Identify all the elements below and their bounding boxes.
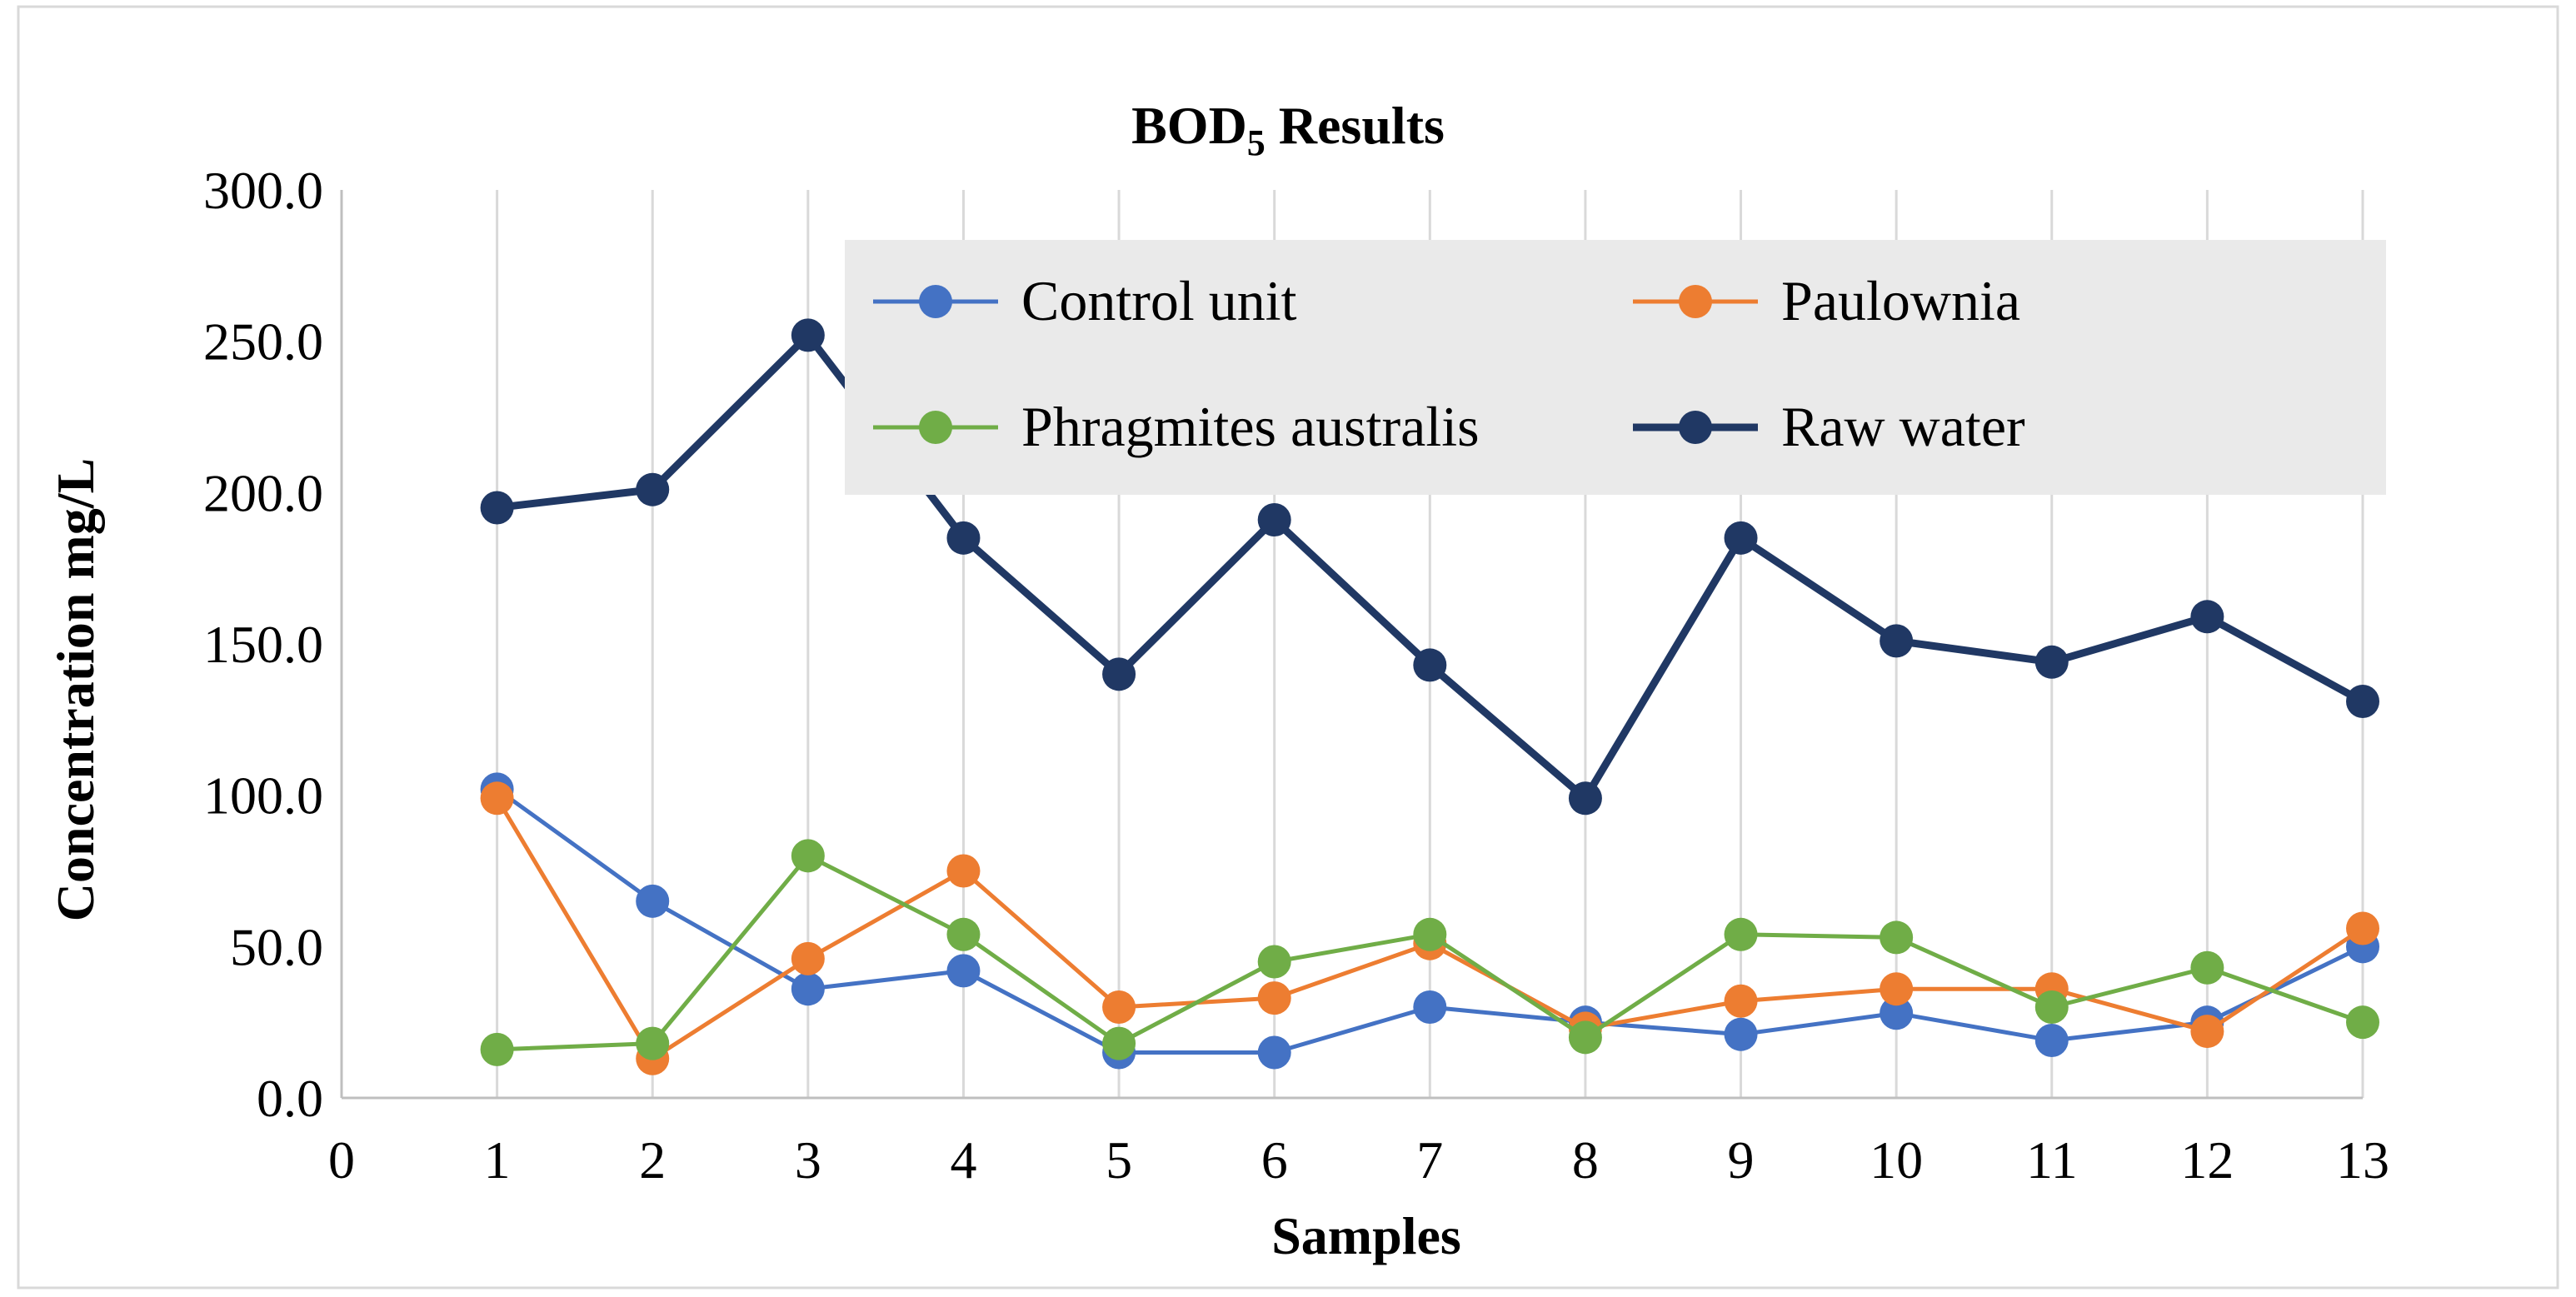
data-point xyxy=(1724,917,1758,951)
data-point xyxy=(2190,950,2224,985)
y-tick-label-300: 300.0 xyxy=(203,161,323,220)
data-point xyxy=(791,839,825,873)
legend-label: Control unit xyxy=(1021,269,1297,332)
data-point xyxy=(946,917,981,951)
data-point xyxy=(791,318,825,352)
data-point xyxy=(1880,624,1914,658)
data-point xyxy=(791,941,825,975)
data-point xyxy=(791,972,825,1006)
y-tick-label-250: 250.0 xyxy=(203,312,323,372)
data-point xyxy=(1880,996,1914,1030)
data-point xyxy=(1102,990,1136,1024)
data-point xyxy=(1257,981,1291,1015)
data-point xyxy=(1257,1035,1291,1070)
data-point xyxy=(480,1032,514,1066)
x-tick-label-5: 5 xyxy=(1106,1130,1132,1190)
x-tick-label-1: 1 xyxy=(484,1130,511,1190)
y-axis-title: Concentration mg/L xyxy=(46,458,105,921)
chart-title: BOD5 Results xyxy=(1131,96,1445,163)
data-point xyxy=(1568,1020,1602,1055)
data-point xyxy=(1413,648,1447,682)
data-point xyxy=(2034,645,2069,679)
legend-marker xyxy=(919,411,952,444)
data-point xyxy=(2034,990,2069,1024)
data-point xyxy=(636,1026,670,1060)
chart-border xyxy=(17,5,2559,1290)
legend-marker xyxy=(1679,411,1712,444)
x-tick-label-4: 4 xyxy=(950,1130,976,1190)
data-point xyxy=(1880,920,1914,955)
data-point xyxy=(1102,1026,1136,1060)
data-point xyxy=(1880,972,1914,1006)
x-tick-label-0: 0 xyxy=(328,1130,355,1190)
y-tick-label-100: 100.0 xyxy=(203,766,323,826)
data-point xyxy=(946,854,981,888)
legend-box xyxy=(845,240,2386,495)
data-point xyxy=(1724,984,1758,1018)
legend-entry-paulownia: Paulownia xyxy=(1633,269,2020,332)
x-tick-label-8: 8 xyxy=(1572,1130,1599,1190)
legend: Control unit Paulownia Phragmites australi… xyxy=(845,240,2386,495)
legend-label: Raw water xyxy=(1781,395,2025,458)
data-point xyxy=(480,781,514,816)
chart-title-suffix: Results xyxy=(1266,96,1445,155)
data-point xyxy=(1413,917,1447,951)
legend-entry-phragmites-australis: Phragmites australis xyxy=(873,395,1480,458)
data-point xyxy=(2034,1023,2069,1057)
legend-entry-control-unit: Control unit xyxy=(873,269,1297,332)
data-point xyxy=(636,884,670,918)
data-point xyxy=(1257,503,1291,537)
data-point xyxy=(2190,600,2224,634)
data-point xyxy=(1413,990,1447,1024)
data-point xyxy=(946,954,981,988)
data-point xyxy=(1568,781,1602,816)
data-point xyxy=(636,472,670,506)
x-tick-label-2: 2 xyxy=(639,1130,666,1190)
x-tick-label-6: 6 xyxy=(1261,1130,1288,1190)
x-tick-label-10: 10 xyxy=(1870,1130,1923,1190)
data-point xyxy=(1724,1017,1758,1051)
x-axis-title: Samples xyxy=(1271,1206,1461,1265)
data-point xyxy=(2346,685,2379,719)
legend-label: Phragmites australis xyxy=(1021,395,1480,458)
series-lines xyxy=(480,318,2379,1075)
series-phragmites-australis xyxy=(480,839,2379,1066)
data-point xyxy=(2190,1015,2224,1049)
legend-marker xyxy=(1679,285,1712,318)
series-raw-water xyxy=(480,318,2379,816)
data-point xyxy=(1102,657,1136,691)
legend-label: Paulownia xyxy=(1781,269,2020,332)
legend-entry-raw-water: Raw water xyxy=(1633,395,2025,458)
data-point xyxy=(2346,1005,2379,1040)
y-tick-label-200: 200.0 xyxy=(203,463,323,522)
y-tick-label-150: 150.0 xyxy=(203,615,323,674)
data-point xyxy=(1257,945,1291,979)
y-tick-label-0: 0.0 xyxy=(257,1069,323,1128)
x-tick-label-9: 9 xyxy=(1728,1130,1755,1190)
legend-marker xyxy=(919,285,952,318)
data-point xyxy=(2346,911,2379,945)
x-tick-label-12: 12 xyxy=(2180,1130,2234,1190)
chart-title-subscript: 5 xyxy=(1247,122,1266,163)
data-point xyxy=(1724,521,1758,555)
y-tick-label-50: 50.0 xyxy=(230,917,323,976)
x-tick-label-3: 3 xyxy=(795,1130,821,1190)
data-point xyxy=(480,491,514,525)
data-point xyxy=(946,521,981,555)
x-tick-label-7: 7 xyxy=(1416,1130,1443,1190)
x-tick-label-11: 11 xyxy=(2026,1130,2078,1190)
x-tick-label-13: 13 xyxy=(2336,1130,2389,1190)
